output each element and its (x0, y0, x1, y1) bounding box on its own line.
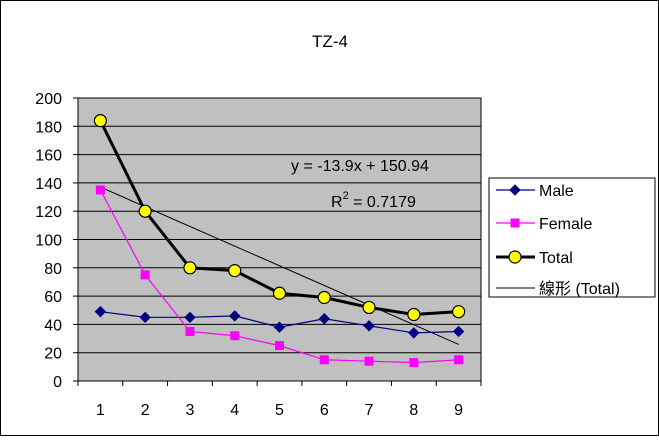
data-point-male (94, 305, 107, 318)
data-point-female (319, 355, 329, 365)
data-point-female (95, 185, 105, 195)
legend-label-male: Male (539, 183, 574, 200)
data-point-male (408, 327, 420, 339)
trendline-r2-sup: 2 (343, 190, 349, 202)
data-point-total (93, 114, 107, 128)
trendline-r2: R2 = 0.7179 (331, 190, 416, 211)
y-tick-label: 0 (53, 374, 62, 391)
data-point-total (183, 261, 197, 275)
legend-marker-male (509, 184, 521, 196)
data-point-female (275, 341, 284, 351)
x-tick-label: 6 (320, 402, 329, 419)
legend-marker-total (508, 250, 522, 264)
grid-layer (78, 125, 481, 354)
trendline (100, 186, 459, 345)
data-point-female (230, 331, 240, 341)
data-point-male (452, 325, 465, 338)
series-layer (93, 114, 466, 368)
y-tick-label: 60 (44, 289, 62, 306)
y-tick-label: 20 (44, 346, 62, 363)
data-point-total (138, 204, 152, 218)
y-tick-label: 100 (35, 233, 62, 250)
data-point-male (184, 311, 196, 324)
y-tick-label: 120 (35, 204, 62, 221)
data-point-total (317, 290, 331, 305)
data-point-female (409, 358, 419, 368)
x-tick-label: 9 (454, 402, 463, 419)
legend-label-female: Female (539, 216, 592, 233)
x-tick-label: 2 (141, 402, 150, 419)
y-tick-label: 200 (35, 91, 62, 108)
data-point-male (273, 321, 286, 333)
x-tick-label: 5 (275, 402, 284, 419)
legend: Male Female Total 線形 (Total) (488, 177, 656, 298)
y-tick-label: 180 (35, 119, 62, 136)
data-point-male (318, 313, 330, 325)
legend-box (488, 177, 656, 298)
trend-layer (100, 186, 459, 345)
data-point-male (229, 310, 241, 322)
data-point-female (185, 326, 195, 336)
y-tick-label: 80 (44, 261, 62, 278)
x-tick-label: 1 (96, 402, 105, 419)
x-tick-label: 4 (230, 402, 239, 419)
data-point-male (363, 320, 375, 332)
data-point-total (272, 286, 287, 300)
legend-marker-female (510, 218, 520, 228)
data-point-total (407, 307, 421, 322)
data-point-total (228, 264, 242, 278)
axis-layer: 0 20 40 60 80 100 120 140 160 180 200 1 2 3 4 5 6 7 8 9 (35, 91, 482, 419)
x-tick-label: 8 (409, 402, 418, 419)
trendline-r2-prefix: R (331, 194, 343, 211)
y-tick-label: 40 (44, 317, 62, 334)
chart-title: TZ-4 (312, 32, 348, 51)
y-tick-label: 160 (35, 148, 62, 165)
legend-label-total: Total (539, 250, 573, 267)
y-tick-label: 140 (35, 176, 62, 193)
data-point-total (362, 300, 376, 315)
data-point-female (140, 270, 150, 280)
data-point-female (364, 356, 374, 366)
data-point-male (139, 311, 151, 324)
x-tick-label: 7 (365, 402, 374, 419)
trendline-r2-value: = 0.7179 (349, 194, 416, 211)
data-point-total (452, 305, 466, 319)
trendline-equation: y = -13.9x + 150.94 (291, 158, 429, 175)
legend-label-trendline: 線形 (Total) (539, 280, 620, 298)
data-point-female (454, 355, 464, 365)
x-tick-label: 3 (185, 402, 194, 419)
